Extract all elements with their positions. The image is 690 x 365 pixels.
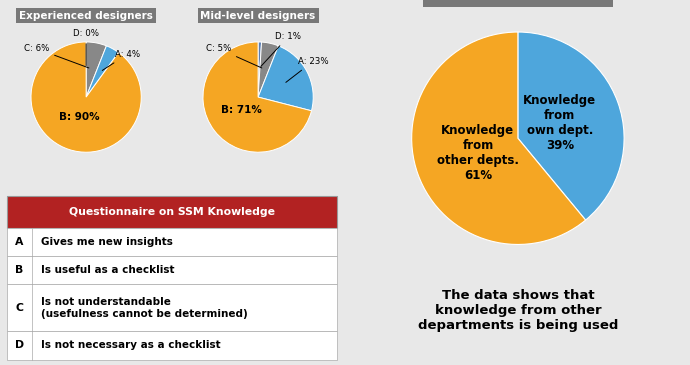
Wedge shape [412,32,586,245]
Text: Questionnaire on SSM Knowledge: Questionnaire on SSM Knowledge [69,207,275,217]
Title: Mid-level designers: Mid-level designers [201,11,316,20]
Wedge shape [86,42,106,97]
Title: Breakdown of answers
for A and B: Breakdown of answers for A and B [428,0,607,1]
Text: A: 23%: A: 23% [286,57,328,82]
Text: Is useful as a checklist: Is useful as a checklist [41,265,174,275]
Text: C: 5%: C: 5% [206,44,262,68]
Text: Knowledge
from
other depts.
61%: Knowledge from other depts. 61% [437,124,519,182]
Text: D: 0%: D: 0% [73,29,99,66]
Text: A: 4%: A: 4% [102,50,140,70]
Wedge shape [518,32,624,220]
Text: B: 90%: B: 90% [59,112,100,122]
Wedge shape [86,46,119,97]
Wedge shape [258,46,313,111]
FancyBboxPatch shape [7,284,337,331]
Text: Gives me new insights: Gives me new insights [41,237,172,247]
Text: Knowledge
from
own dept.
39%: Knowledge from own dept. 39% [523,94,596,152]
Text: A: A [15,237,23,247]
Text: B: 71%: B: 71% [221,105,262,115]
Wedge shape [203,42,311,152]
Text: Is not necessary as a checklist: Is not necessary as a checklist [41,341,220,350]
Text: C: C [15,303,23,313]
Text: B: B [15,265,23,275]
FancyBboxPatch shape [7,256,337,284]
Text: C: 6%: C: 6% [24,44,89,68]
Text: The data shows that
knowledge from other
departments is being used: The data shows that knowledge from other… [417,289,618,333]
FancyBboxPatch shape [7,331,337,360]
Title: Experienced designers: Experienced designers [19,11,153,20]
Text: D: D [15,341,24,350]
Wedge shape [258,42,278,97]
Wedge shape [258,42,262,97]
Wedge shape [31,42,141,152]
FancyBboxPatch shape [7,196,337,228]
Text: Is not understandable
(usefulness cannot be determined): Is not understandable (usefulness cannot… [41,297,247,319]
Text: D: 1%: D: 1% [261,32,302,66]
FancyBboxPatch shape [7,228,337,256]
